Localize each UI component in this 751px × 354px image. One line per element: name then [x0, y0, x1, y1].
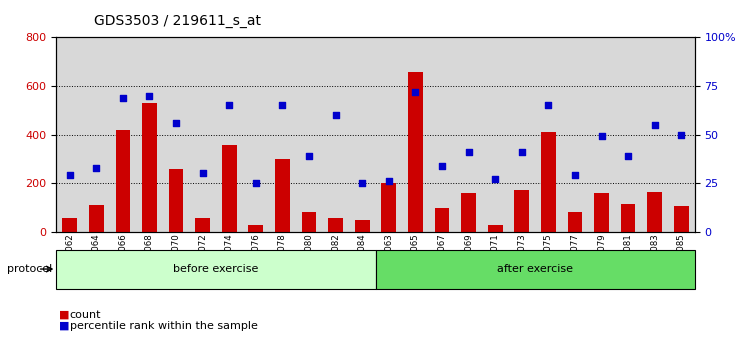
Bar — [56, 37, 83, 232]
Bar — [588, 37, 615, 232]
Bar — [402, 37, 429, 232]
Bar — [322, 37, 349, 232]
Bar — [455, 37, 482, 232]
Point — [542, 103, 554, 108]
Text: before exercise: before exercise — [173, 264, 258, 274]
Bar — [562, 37, 588, 232]
Point — [516, 149, 528, 155]
Point — [675, 132, 687, 137]
Bar — [429, 37, 455, 232]
Point — [330, 112, 342, 118]
Point — [356, 180, 368, 186]
Bar — [136, 37, 163, 232]
Bar — [355, 220, 369, 232]
Bar — [62, 218, 77, 232]
Bar — [249, 224, 263, 232]
Bar — [302, 212, 316, 232]
Text: ■: ■ — [59, 321, 69, 331]
Bar — [647, 192, 662, 232]
Bar — [328, 218, 343, 232]
Bar — [408, 73, 423, 232]
Bar — [163, 37, 189, 232]
Bar — [56, 250, 376, 289]
Bar — [621, 204, 635, 232]
Bar — [615, 37, 641, 232]
Bar — [216, 37, 243, 232]
Text: protocol: protocol — [8, 264, 53, 274]
Bar — [674, 206, 689, 232]
Bar — [189, 37, 216, 232]
Point — [90, 165, 102, 171]
Bar — [83, 37, 110, 232]
Bar — [514, 190, 529, 232]
Bar — [435, 207, 449, 232]
Bar — [169, 169, 183, 232]
Text: ■: ■ — [59, 310, 69, 320]
Point — [489, 177, 501, 182]
Bar — [461, 193, 476, 232]
Bar — [275, 159, 290, 232]
Point — [276, 103, 288, 108]
Point — [303, 153, 315, 159]
Point — [649, 122, 661, 128]
Bar — [376, 250, 695, 289]
Bar — [349, 37, 376, 232]
Bar — [142, 103, 157, 232]
Point — [622, 153, 634, 159]
Point — [117, 95, 129, 101]
Text: count: count — [70, 310, 101, 320]
Bar — [222, 145, 237, 232]
Point — [250, 180, 262, 186]
Bar — [376, 37, 402, 232]
Bar — [110, 37, 136, 232]
Point — [64, 173, 76, 178]
Text: GDS3503 / 219611_s_at: GDS3503 / 219611_s_at — [94, 14, 261, 28]
Bar — [269, 37, 296, 232]
Point — [143, 93, 155, 98]
Bar — [482, 37, 508, 232]
Bar — [668, 37, 695, 232]
Point — [463, 149, 475, 155]
Bar — [89, 205, 104, 232]
Bar — [296, 37, 322, 232]
Text: after exercise: after exercise — [497, 264, 573, 274]
Bar — [568, 212, 582, 232]
Bar — [243, 37, 269, 232]
Bar — [488, 224, 502, 232]
Bar — [535, 37, 562, 232]
Point — [223, 103, 235, 108]
Point — [197, 171, 209, 176]
Point — [569, 173, 581, 178]
Point — [170, 120, 182, 126]
Bar — [508, 37, 535, 232]
Bar — [382, 183, 396, 232]
Point — [409, 89, 421, 95]
Bar — [541, 132, 556, 232]
Point — [436, 163, 448, 169]
Text: percentile rank within the sample: percentile rank within the sample — [70, 321, 258, 331]
Bar — [195, 218, 210, 232]
Bar — [116, 130, 130, 232]
Point — [596, 134, 608, 139]
Bar — [594, 193, 609, 232]
Bar — [641, 37, 668, 232]
Point — [383, 178, 395, 184]
